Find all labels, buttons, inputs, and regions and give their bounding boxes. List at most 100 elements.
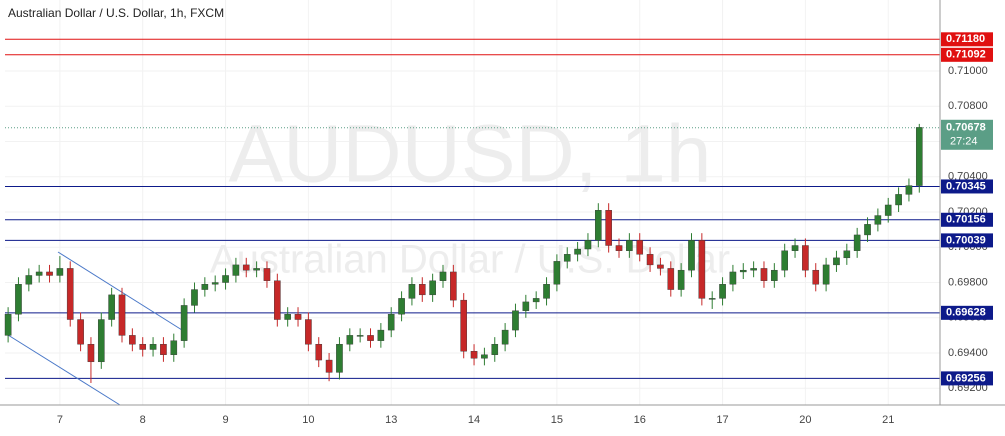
candle-body [356, 335, 364, 337]
candle-body [626, 240, 633, 251]
candle-body [77, 319, 84, 345]
candle-body [843, 250, 851, 259]
candle-body [35, 271, 43, 276]
y-tick-label: 0.69800 [948, 276, 988, 288]
x-tick-label: 10 [302, 414, 314, 426]
level-label-box [941, 305, 993, 320]
level-label-box [941, 47, 993, 62]
level-label: 0.70039 [946, 234, 986, 246]
watermark: AUDUSD, 1h [228, 109, 711, 200]
candle-body [346, 335, 354, 345]
candle-body [25, 275, 33, 285]
level-label-box [941, 233, 993, 248]
level-label: 0.69256 [946, 372, 986, 384]
candle-body [377, 329, 385, 341]
candle-body [822, 264, 830, 285]
candle-body [274, 280, 281, 320]
y-tick-label: 0.69400 [948, 347, 988, 359]
last-price-box [941, 119, 993, 150]
candle-body [15, 284, 22, 315]
candle-body [160, 343, 167, 355]
candle-body [139, 343, 147, 350]
x-tick-label: 20 [799, 414, 811, 426]
candle-body [677, 269, 685, 290]
candle-body [688, 240, 695, 271]
candle-body [170, 340, 178, 355]
candle-body [336, 343, 343, 373]
candle-body [864, 224, 871, 236]
candle-body [708, 298, 716, 300]
axis-layer: 0.692000.694000.696000.698000.700000.702… [57, 32, 993, 426]
candle-body [491, 343, 499, 355]
candle-body [4, 314, 12, 336]
x-tick-label: 15 [551, 414, 563, 426]
candle-body [66, 268, 74, 320]
candle-body [874, 215, 882, 225]
candle-body [781, 250, 788, 271]
watermark-subtitle: Australian Dollar / U.S. Dollar [210, 238, 730, 282]
candle-body [802, 245, 809, 271]
candle-body [284, 314, 291, 320]
candle-body [56, 268, 64, 276]
candle-body [501, 329, 509, 345]
channel-lower [7, 334, 121, 406]
candle-body [760, 268, 768, 281]
candle-body [232, 264, 240, 276]
level-label: 0.71092 [946, 49, 986, 61]
x-tick-label: 16 [634, 414, 646, 426]
candle-body [263, 268, 271, 281]
candle-body [87, 343, 95, 363]
candle-body [481, 354, 488, 359]
level-label-box [941, 212, 993, 227]
x-tick-label: 13 [385, 414, 397, 426]
candle-body [470, 351, 478, 359]
candle-body [191, 289, 198, 306]
x-tick-label: 17 [716, 414, 728, 426]
candle-body [615, 245, 623, 251]
candle-body [895, 194, 902, 206]
candle-body [460, 299, 468, 352]
candle-body [253, 268, 260, 271]
x-tick-label: 14 [468, 414, 480, 426]
candle-body [667, 268, 675, 290]
level-label-box [941, 32, 993, 47]
countdown-label: 27:24 [950, 136, 978, 148]
candle-body [563, 254, 571, 262]
y-tick-label: 0.70800 [948, 100, 988, 112]
candle-body [522, 301, 530, 311]
candle-body [439, 271, 447, 281]
levels-layer [5, 38, 940, 379]
y-tick-label: 0.71000 [948, 65, 988, 77]
candle-body [574, 248, 581, 255]
candle-body [750, 268, 757, 271]
candle-body [584, 240, 592, 250]
candle-body [450, 271, 457, 301]
candle-body [97, 319, 105, 363]
level-label-box [941, 179, 993, 194]
candle-body [594, 210, 602, 241]
candle-body [512, 310, 519, 331]
candle-body [812, 269, 820, 285]
candle-body [833, 257, 840, 266]
candle-body [46, 271, 53, 276]
candle-body [719, 284, 726, 299]
level-label: 0.70345 [946, 180, 986, 192]
candle-body [387, 314, 395, 331]
channel-upper [57, 251, 183, 331]
candle-body [242, 264, 250, 271]
candle-body [646, 254, 654, 266]
candle-body [553, 261, 561, 285]
candle-body [636, 240, 644, 255]
candle-body [222, 275, 229, 283]
candle-body [398, 298, 405, 315]
x-tick-label: 8 [140, 414, 146, 426]
x-tick-label: 21 [882, 414, 894, 426]
candle-body [905, 185, 913, 195]
candle-body [108, 294, 115, 320]
candle-body [294, 314, 302, 320]
candle-body [315, 343, 323, 361]
candle-body [325, 359, 333, 373]
candle-body [915, 127, 923, 186]
